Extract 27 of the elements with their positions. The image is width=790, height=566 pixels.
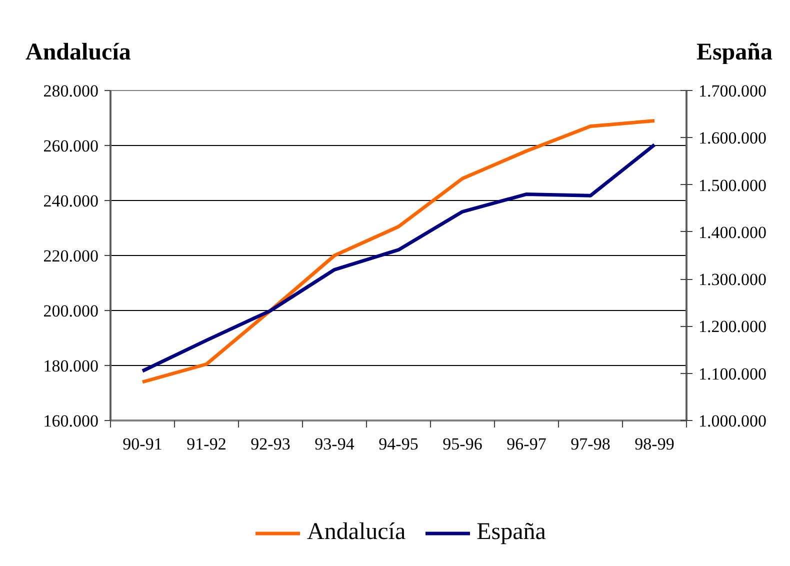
legend-label: España <box>476 519 546 546</box>
x-tick-label: 95-96 <box>442 434 482 454</box>
y2-tick-label: 1.300.000 <box>698 270 766 290</box>
y-axis-title: Andalucía <box>26 40 131 66</box>
y-tick-label: 160.000 <box>43 412 98 430</box>
legend-label: Andalucía <box>307 519 406 546</box>
y2-tick-label: 1.700.000 <box>698 82 766 100</box>
y2-tick-label: 1.600.000 <box>698 128 766 148</box>
y2-tick-label: 1.500.000 <box>698 176 766 195</box>
x-tick-label: 94-95 <box>378 434 418 454</box>
x-tick-label: 97-98 <box>570 434 610 454</box>
y-tick-label: 280.000 <box>43 82 98 100</box>
y2-tick-label: 1.000.000 <box>698 412 766 430</box>
x-tick-label: 90-91 <box>122 434 162 454</box>
y-tick-label: 260.000 <box>43 136 98 156</box>
x-tick-label: 93-94 <box>314 434 355 454</box>
y2-tick-label: 1.400.000 <box>698 222 766 242</box>
x-tick-label: 92-93 <box>250 434 290 454</box>
y-tick-label: 200.000 <box>43 302 98 320</box>
y-tick-label: 220.000 <box>43 246 98 266</box>
x-tick-label: 91-92 <box>186 434 226 454</box>
y2-tick-label: 1.100.000 <box>698 364 766 384</box>
y-tick-label: 180.000 <box>43 356 98 376</box>
x-tick-label: 96-97 <box>506 434 547 454</box>
y-tick-label: 240.000 <box>43 192 98 210</box>
y2-tick-label: 1.200.000 <box>698 317 766 336</box>
x-tick-label: 98-99 <box>634 434 674 454</box>
